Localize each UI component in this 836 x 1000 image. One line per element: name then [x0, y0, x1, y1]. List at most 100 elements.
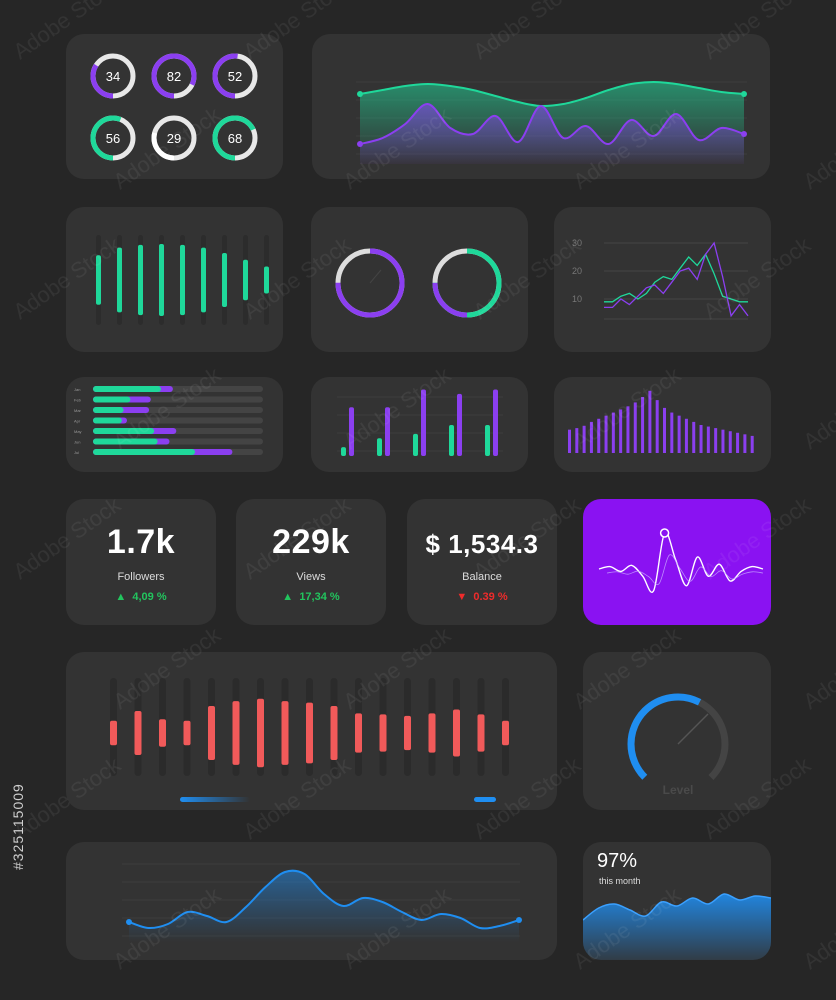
pulse-peak-point	[659, 528, 670, 538]
hbar-primary	[93, 417, 122, 424]
bar	[379, 714, 387, 752]
bar	[110, 720, 117, 746]
donut-needle	[369, 269, 382, 284]
bar	[684, 418, 688, 453]
arrow-down-icon: ▼	[456, 591, 468, 603]
bar	[477, 714, 485, 752]
series-line	[604, 252, 748, 303]
arrow-up-icon: ▲	[282, 591, 294, 603]
range-indicator	[180, 797, 250, 802]
views-card: 229k Views ▲ 17,34 %	[236, 499, 386, 625]
lines-chart: 30 20 10	[572, 238, 749, 320]
bar	[714, 428, 718, 453]
month-wave-line	[583, 893, 771, 921]
dual-wave-card	[312, 34, 770, 179]
bar	[663, 407, 666, 453]
category-label: Jan	[74, 387, 80, 392]
donuts-chart	[335, 248, 502, 318]
bar	[575, 428, 579, 453]
bar	[502, 720, 509, 746]
bar	[743, 434, 747, 453]
bar	[385, 407, 390, 456]
bar	[721, 429, 725, 453]
y-tick-label: 30	[572, 238, 582, 248]
series-line	[359, 103, 745, 145]
bar	[96, 255, 101, 305]
donuts-card	[311, 207, 528, 352]
hbar-primary	[93, 386, 161, 392]
green-bars-chart	[96, 235, 269, 325]
hbar-primary	[93, 407, 124, 413]
hbar-primary	[93, 438, 158, 445]
bar	[330, 706, 338, 760]
bar	[159, 719, 166, 747]
bar	[655, 400, 659, 453]
ring-value: 29	[167, 131, 181, 146]
bar	[349, 407, 354, 456]
views-value: 229k	[272, 523, 350, 561]
gauge-card: Level	[583, 652, 771, 810]
followers-value: 1.7k	[106, 523, 176, 561]
red-bars-chart	[110, 678, 509, 802]
bar	[134, 710, 142, 756]
series-start-point	[357, 91, 363, 97]
wave-line	[128, 869, 520, 930]
bar	[413, 433, 418, 456]
followers-change-value: 4,09 %	[132, 591, 167, 603]
blue-wave-card	[66, 842, 557, 960]
month-card: 97% this month	[583, 842, 771, 960]
gauge-label: Level	[663, 783, 694, 797]
balance-card: $ 1,534.3 Balance ▼ 0.39 %	[407, 499, 557, 625]
bar	[183, 720, 191, 746]
followers-change: ▲ 4,09 %	[66, 591, 216, 603]
views-label: Views	[296, 571, 326, 583]
hbar-track	[93, 417, 263, 424]
bar	[648, 390, 652, 453]
ring-arc	[212, 53, 258, 99]
rings-chart: 34 82 52 56 29 68	[90, 53, 258, 161]
hbars-card: Jan Feb Mar Apr May Jun Jul	[66, 377, 283, 472]
bar	[208, 706, 215, 760]
category-label: Jun	[74, 440, 80, 445]
spectrum-chart	[568, 390, 754, 453]
bar	[421, 389, 426, 456]
arrow-up-icon: ▲	[115, 591, 127, 603]
pairs-chart	[337, 389, 503, 456]
balance-change-value: 0.39 %	[473, 591, 508, 603]
bar	[377, 438, 382, 456]
ring-arc	[151, 53, 197, 99]
ring-arc	[212, 115, 258, 161]
bar	[485, 424, 490, 456]
bar	[493, 389, 498, 456]
ring-value: 34	[106, 69, 120, 84]
pairs-card	[311, 377, 528, 472]
red-bars-card	[66, 652, 557, 810]
watermark-text: Adobe Stock	[799, 621, 836, 714]
bar	[692, 421, 696, 453]
watermark-text: Adobe Stock	[799, 881, 836, 974]
wave-start-point	[126, 919, 132, 925]
bar	[180, 244, 185, 316]
pulse-chart	[598, 528, 764, 593]
month-label: this month	[599, 876, 641, 886]
lines-card: 30 20 10	[554, 207, 771, 352]
bar	[404, 715, 411, 751]
series-end-point	[741, 91, 747, 97]
bar	[355, 713, 362, 753]
ring-value: 52	[228, 69, 242, 84]
category-label: Feb	[74, 398, 82, 403]
gauge-arc	[627, 693, 729, 795]
bar	[222, 253, 227, 307]
category-label: May	[74, 429, 82, 434]
views-change-value: 17,34 %	[299, 591, 340, 603]
y-tick-label: 20	[572, 266, 582, 276]
bar	[641, 397, 645, 453]
blue-wave-chart	[122, 863, 522, 942]
wave-end-point	[516, 917, 522, 923]
series-line	[359, 80, 745, 108]
series-start-point	[357, 141, 363, 147]
series-end-point	[741, 131, 747, 137]
bar	[453, 709, 460, 757]
donut-right-secondary-arc	[432, 248, 502, 318]
month-percent: 97%	[597, 850, 638, 872]
